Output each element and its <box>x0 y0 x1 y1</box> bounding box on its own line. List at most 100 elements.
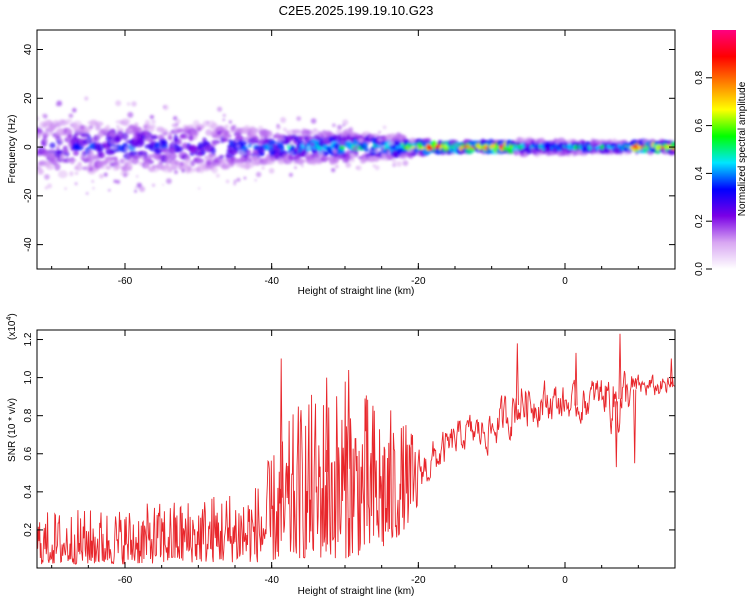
heatmap-speckle <box>374 148 380 154</box>
heatmap-cell <box>259 151 265 157</box>
heatmap-cell <box>105 165 111 170</box>
heatmap-cell <box>80 132 91 138</box>
heatmap-speckle <box>60 155 65 160</box>
heatmap-speckle <box>313 128 317 132</box>
heatmap-cell <box>147 124 157 129</box>
heatmap-speckle <box>260 150 264 153</box>
heatmap-speckle <box>144 161 150 166</box>
heatmap-speckle <box>236 144 241 149</box>
heatmap-speckle <box>240 158 246 163</box>
heatmap-cell <box>296 159 307 163</box>
heatmap-speckle <box>113 179 117 184</box>
heatmap-speckle <box>127 163 133 169</box>
heatmap-speckle <box>86 139 90 143</box>
heatmap-speckle <box>294 166 297 169</box>
heatmap-cell <box>54 163 61 171</box>
heatmap-cell <box>105 124 110 131</box>
heatmap-speckle <box>68 113 74 119</box>
heatmap-speckle <box>319 151 325 157</box>
heatmap-speckle <box>126 156 131 160</box>
heatmap-speckle <box>402 160 409 167</box>
colorbar-tick-label: 0.6 <box>694 118 705 132</box>
heatmap-cell <box>403 140 409 145</box>
heatmap-speckle <box>378 130 381 134</box>
heatmap-speckle <box>289 142 293 146</box>
heatmap-speckle <box>123 158 127 162</box>
spectrogram-y-tick-label: 40 <box>23 44 34 56</box>
heatmap-cell <box>154 142 161 149</box>
heatmap-speckle <box>386 157 389 161</box>
heatmap-speckle <box>342 119 349 126</box>
heatmap-speckle <box>74 182 78 186</box>
spectrogram-x-tick-label: -60 <box>118 276 133 287</box>
heatmap-speckle <box>127 111 134 118</box>
snr-spike <box>279 358 283 498</box>
heatmap-speckle <box>84 96 89 101</box>
heatmap-speckle <box>301 164 304 168</box>
heatmap-cell <box>88 157 95 163</box>
heatmap-speckle <box>400 141 404 144</box>
colorbar-tick-label: 0.2 <box>694 214 705 228</box>
heatmap-cell <box>88 125 94 130</box>
spectrogram-x-tick-label: -40 <box>264 276 279 287</box>
snr-x-tick-label: -40 <box>264 575 279 586</box>
heatmap-cell <box>119 158 125 164</box>
heatmap-cell <box>320 157 328 162</box>
heatmap-speckle <box>392 163 396 168</box>
heatmap-cell <box>247 143 252 148</box>
heatmap-speckle <box>74 171 79 175</box>
snr-y-ticks: 0.2 0.4 0.6 0.8 1.0 1.2 <box>23 332 675 537</box>
heatmap-speckle <box>287 134 291 138</box>
heatmap-cell <box>94 121 104 127</box>
snr-spike <box>618 333 622 400</box>
heatmap-speckle <box>134 186 138 190</box>
heatmap-speckle <box>395 132 402 138</box>
heatmap-speckle <box>211 141 217 147</box>
heatmap-speckle <box>108 189 111 192</box>
snr-y-label: SNR (10 * v/v) <box>7 398 18 462</box>
heatmap-speckle <box>355 166 359 170</box>
heatmap-speckle <box>228 120 233 124</box>
heatmap-speckle <box>176 161 180 164</box>
heatmap-speckle <box>274 152 280 158</box>
spectrogram-y-tick-label: 20 <box>23 92 34 104</box>
heatmap-speckle <box>369 156 376 163</box>
spectrogram-y-tick-label: 0 <box>23 144 34 150</box>
heatmap-speckle <box>195 167 201 172</box>
heatmap-speckle <box>360 135 363 138</box>
heatmap-speckle <box>144 119 151 126</box>
heatmap-cell <box>339 145 346 151</box>
snr-x-tick-label: -20 <box>411 575 426 586</box>
heatmap-speckle <box>171 140 174 144</box>
heatmap-speckle <box>116 179 121 184</box>
heatmap-cell <box>254 159 260 167</box>
spectrogram-y-label: Frequency (Hz) <box>7 115 18 184</box>
heatmap-speckle <box>356 143 359 146</box>
spectrogram-frame <box>36 29 676 270</box>
heatmap-speckle <box>171 146 177 152</box>
heatmap-speckle <box>283 134 286 137</box>
heatmap-cell <box>161 148 169 154</box>
heatmap-cell <box>178 138 182 145</box>
heatmap-speckle <box>280 137 285 141</box>
heatmap-speckle <box>44 186 48 190</box>
heatmap-speckle <box>306 155 312 161</box>
heatmap-speckle <box>125 146 129 150</box>
heatmap-cell <box>314 151 321 159</box>
heatmap-speckle <box>116 125 120 128</box>
heatmap-speckle <box>64 187 67 190</box>
heatmap-cell <box>121 132 129 141</box>
heatmap-cell <box>280 145 285 152</box>
heatmap-speckle <box>289 150 294 155</box>
heatmap-speckle <box>129 128 133 133</box>
heatmap-band <box>37 96 675 195</box>
heatmap-speckle <box>225 154 229 158</box>
heatmap-cell <box>169 152 177 161</box>
heatmap-speckle <box>47 183 52 189</box>
heatmap-cell <box>222 138 228 142</box>
heatmap-speckle <box>268 145 271 148</box>
heatmap-speckle <box>139 186 146 193</box>
heatmap-speckle <box>409 137 416 144</box>
heatmap-cell <box>179 134 189 140</box>
heatmap-speckle <box>411 142 414 145</box>
